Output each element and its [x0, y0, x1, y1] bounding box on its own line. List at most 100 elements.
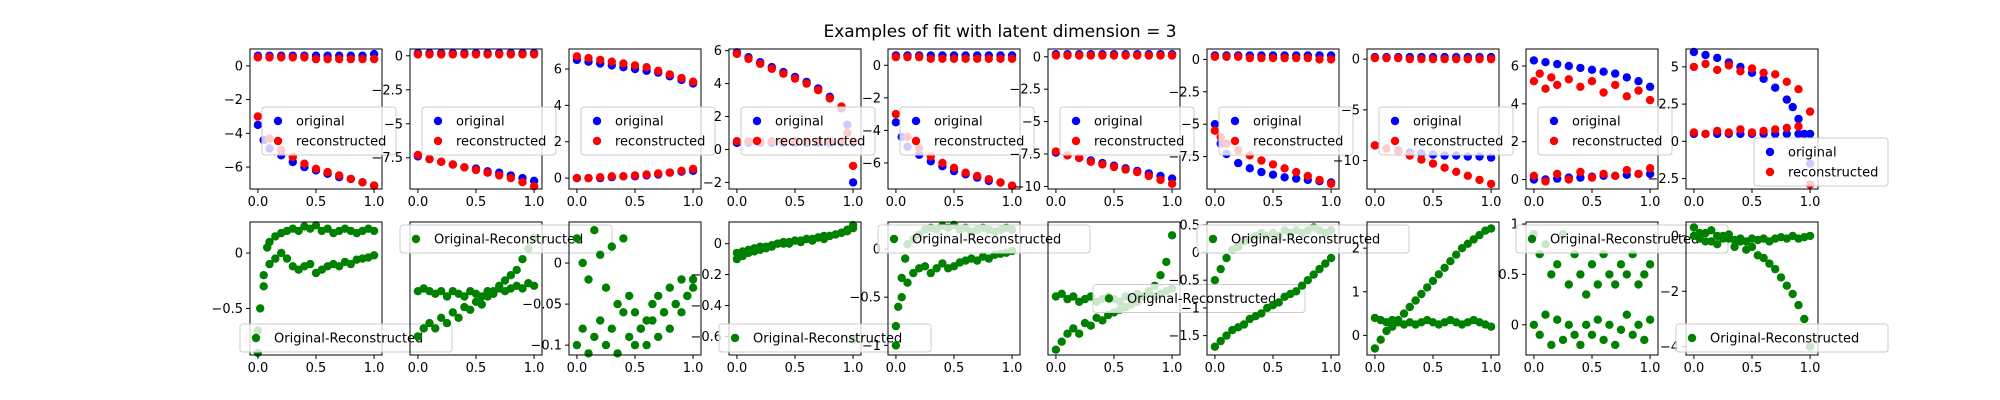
legend-marker [889, 234, 899, 244]
data-point [425, 154, 434, 164]
data-point [1216, 336, 1225, 346]
data-point [584, 349, 593, 358]
data-point [732, 137, 742, 146]
legend-label: Original-Reconstructed [274, 332, 423, 347]
y-tick-label: 0.5 [1498, 268, 1519, 283]
legend-label: reconstructed [1253, 135, 1343, 150]
data-point [1405, 54, 1415, 64]
data-point [584, 173, 593, 183]
y-tick-label: 2.5 [1658, 98, 1679, 113]
data-point [288, 53, 297, 62]
data-point [1051, 345, 1061, 354]
y-tick-label: 0 [395, 49, 403, 64]
data-point [688, 283, 698, 292]
data-point [572, 340, 582, 350]
y-tick-label: 0 [235, 59, 243, 74]
y-tick-label: −5 [1341, 103, 1360, 118]
data-point [369, 251, 379, 260]
data-point [1446, 257, 1455, 266]
data-point [1599, 67, 1608, 76]
legend-box [1537, 106, 1673, 156]
x-tick-label: 0.0 [1046, 361, 1067, 376]
y-tick-label: −2.5 [1647, 172, 1679, 187]
data-point [1069, 324, 1078, 333]
data-point [572, 234, 582, 243]
data-point [1292, 287, 1301, 296]
data-point [369, 181, 379, 190]
data-point [1547, 270, 1556, 279]
data-point [300, 159, 309, 168]
data-point [335, 54, 344, 64]
legend-box [1196, 224, 1410, 254]
data-point [1576, 340, 1585, 350]
data-point [1086, 157, 1096, 166]
data-point [1156, 51, 1165, 60]
data-point [596, 55, 605, 65]
legend-marker [752, 116, 762, 126]
data-point [1794, 129, 1803, 139]
data-point [518, 178, 527, 187]
data-point [1782, 281, 1792, 290]
x-tick-label: 1.0 [1321, 195, 1342, 210]
data-point [996, 54, 1005, 63]
legend-label: reconstructed [296, 135, 386, 150]
subplot-bottom-4: 0.0 0.5 1.0 0 −0.2 −0.4 −0.6 Original-Reconstru… [690, 220, 932, 376]
data-point [323, 167, 332, 177]
data-point [437, 157, 446, 166]
data-point [1486, 224, 1496, 233]
data-point [1133, 167, 1142, 177]
legend-marker [1527, 234, 1537, 244]
data-point [1553, 169, 1562, 179]
data-point [1156, 175, 1165, 185]
data-point [1587, 330, 1597, 339]
data-point [688, 164, 698, 174]
y-tick-label: −0.1 [530, 339, 562, 354]
data-point [1268, 170, 1278, 179]
data-point [1370, 53, 1380, 63]
data-point [1257, 156, 1266, 165]
y-tick-label: −1 [1181, 301, 1200, 316]
data-point [619, 308, 628, 317]
data-point [1326, 55, 1336, 64]
data-point [590, 332, 599, 342]
legend-marker [592, 116, 602, 126]
legend: original reconstructed [421, 106, 557, 156]
data-point [1463, 54, 1473, 64]
subplot-top-1: 0.0 0.5 1.0 0 −2 −4 −6 original reconstructed [224, 48, 397, 210]
y-tick-label: 4 [554, 99, 562, 114]
legend-box [1753, 137, 1889, 187]
data-point [1303, 53, 1313, 63]
data-point [1452, 167, 1461, 176]
data-point [1645, 82, 1655, 92]
x-tick-label: 1.0 [524, 361, 545, 376]
legend-box [580, 106, 716, 156]
data-point [1268, 160, 1278, 169]
data-point [1315, 264, 1324, 274]
data-point [825, 94, 834, 103]
x-tick-label: 0.5 [1423, 361, 1444, 376]
data-point [477, 300, 486, 309]
data-point [1417, 54, 1426, 64]
legend-box [261, 106, 397, 156]
legend: Original-Reconstructed [1196, 224, 1410, 254]
legend-label: Original-Reconstructed [1231, 233, 1380, 248]
legend-label: reconstructed [775, 135, 865, 150]
y-tick-label: 0 [554, 257, 562, 272]
x-tick-label: 0.5 [1582, 361, 1603, 376]
data-point [938, 259, 947, 268]
data-point [1587, 260, 1597, 269]
data-point [665, 70, 674, 79]
y-tick-label: 0 [1192, 246, 1200, 261]
data-point [1086, 51, 1096, 60]
y-tick-label: −10 [1014, 180, 1041, 195]
data-point [973, 54, 982, 63]
y-tick-label: −0.5 [1168, 274, 1200, 289]
data-point [1075, 51, 1084, 60]
data-point [1593, 280, 1603, 289]
subplot-top-7: 0.0 0.5 1.0 0 −2.5 −5 −7.5 original reconstructe… [1168, 48, 1354, 210]
data-point [1564, 320, 1574, 329]
data-point [1776, 273, 1786, 282]
x-tick-label: 1.0 [1162, 361, 1183, 376]
data-point [619, 172, 628, 181]
legend-label: reconstructed [1413, 135, 1503, 150]
